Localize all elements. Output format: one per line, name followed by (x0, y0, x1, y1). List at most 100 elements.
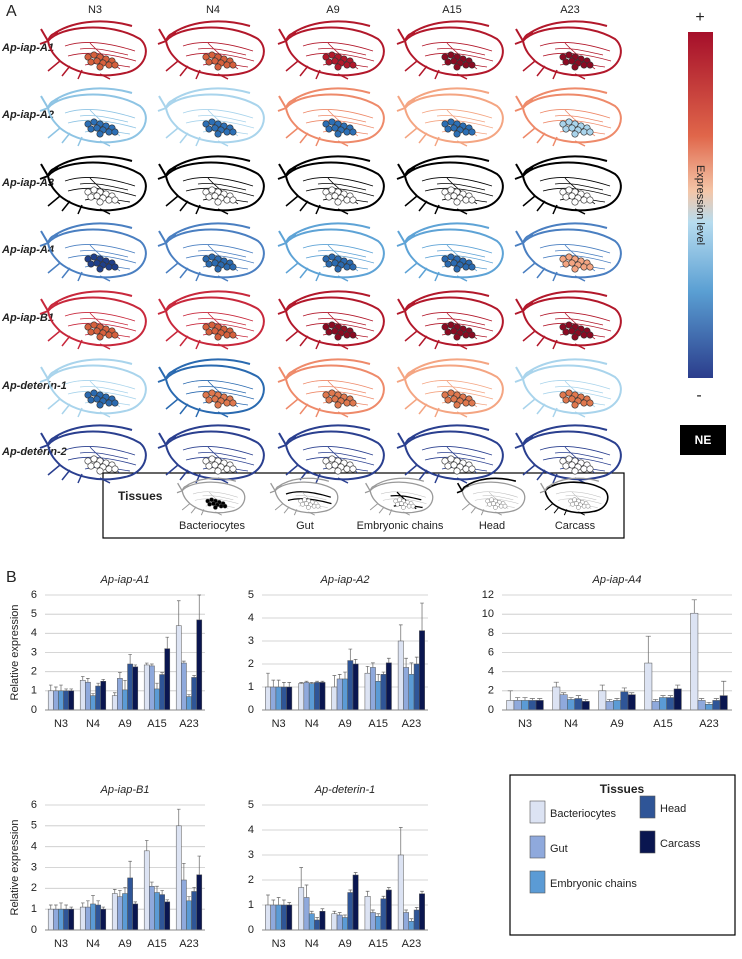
error-bar (128, 861, 132, 878)
aphid-bacteriocyte (563, 329, 569, 335)
aphid-bacteriocyte (106, 466, 112, 472)
aphid-head (40, 88, 132, 111)
error-bar (343, 915, 347, 918)
error-bar (81, 676, 85, 680)
aphid-bacteriocyte (329, 187, 335, 193)
x-tick-label: N4 (305, 718, 319, 730)
x-tick-label: A9 (118, 938, 131, 950)
aphid-illustration (158, 425, 264, 483)
aphid-head (365, 478, 424, 492)
bar (403, 667, 408, 710)
bar (122, 894, 127, 930)
aphid-bacteriocyte (329, 52, 335, 58)
error-bar (118, 673, 122, 679)
error-bar (86, 901, 90, 907)
error-bar (515, 698, 520, 701)
error-bar (197, 595, 201, 620)
bar (64, 909, 69, 930)
x-tick-label: A23 (402, 718, 422, 730)
bar (48, 909, 53, 930)
aphid-bacteriocyte (106, 62, 112, 68)
aphid-bacteriocyte (488, 502, 492, 506)
bar (386, 663, 391, 710)
bar (529, 700, 536, 710)
aphid-bacteriocyte (451, 58, 457, 64)
error-bar (187, 897, 191, 901)
aphid-illustration (397, 223, 503, 281)
y-tick-label: 4 (31, 627, 37, 639)
y-tick-label: 1 (31, 903, 37, 915)
aphid-bacteriocyte (448, 456, 454, 462)
bar (414, 664, 419, 710)
aphid-bacteriocyte (586, 504, 590, 508)
y-tick-label: 3 (31, 646, 37, 658)
aphid-bacteriocyte (230, 129, 236, 135)
error-bar (81, 903, 85, 907)
aphid-bacteriocyte (569, 58, 575, 64)
y-tick-label: 4 (248, 824, 254, 836)
bar (419, 894, 424, 930)
aphid-bacteriocyte (112, 129, 118, 135)
aphid-bacteriocyte (335, 468, 341, 474)
aphid-head (515, 291, 607, 314)
aphid-bacteriocyte (566, 187, 572, 193)
y-axis-label: Relative expression (9, 820, 21, 916)
aphid-bacteriocyte (572, 64, 578, 70)
aphid-illustration (397, 291, 503, 349)
error-bar (646, 636, 651, 663)
aphid-illustration (397, 21, 503, 79)
bar (160, 895, 165, 930)
aphid-bacteriocyte (463, 400, 469, 406)
error-bar (282, 900, 286, 905)
aphid-bacteriocyte (209, 456, 215, 462)
aphid-bacteriocyte (399, 502, 403, 506)
aphid-bacteriocyte (224, 332, 230, 338)
aphid-head (158, 88, 250, 111)
y-tick-label: 5 (248, 799, 254, 811)
aphid-illustration (158, 223, 264, 281)
aphid-head (278, 291, 370, 314)
aphid-bacteriocyte (215, 468, 221, 474)
aphid-bacteriocyte (469, 129, 475, 135)
aphid-illustration (40, 291, 146, 349)
bar (271, 905, 276, 930)
aphid-bacteriocyte (350, 197, 356, 203)
aphid-bacteriocyte (332, 193, 338, 199)
panel-label: A (6, 3, 17, 20)
error-bar (333, 676, 337, 688)
bar (309, 914, 314, 930)
aphid-bacteriocyte (326, 261, 332, 267)
aphid-bacteriocyte (212, 193, 218, 199)
bar (69, 691, 74, 710)
aphid-bacteriocyte (503, 504, 507, 508)
tissue-label: Carcass (555, 520, 596, 532)
aphid-bacteriocyte (451, 396, 457, 402)
bar (133, 904, 138, 930)
aphid-bacteriocyte (326, 59, 332, 65)
aphid-bacteriocyte (335, 334, 341, 340)
aphid-illustration (365, 478, 433, 515)
aphid-bacteriocyte (572, 468, 578, 474)
aphid-bacteriocyte (463, 197, 469, 203)
aphid-bacteriocyte (312, 504, 316, 508)
aphid-bacteriocyte (454, 131, 460, 137)
error-bar (354, 659, 358, 664)
bar (365, 673, 370, 710)
error-bar (165, 900, 169, 902)
aphid-illustration (515, 223, 621, 281)
aphid-bacteriocyte (332, 260, 338, 266)
error-bar (600, 685, 605, 691)
bar (353, 664, 358, 710)
aphid-head (40, 291, 132, 314)
error-bar (192, 887, 196, 891)
y-tick-label: 2 (248, 874, 254, 886)
aphid-bacteriocyte (350, 332, 356, 338)
error-bar (91, 896, 95, 904)
stage-label: N4 (206, 4, 220, 16)
aphid-bacteriocyte (224, 197, 230, 203)
y-tick-label: 0 (31, 924, 37, 936)
error-bar (376, 674, 380, 681)
aphid-bacteriocyte (490, 498, 494, 502)
x-tick-label: A23 (402, 938, 422, 950)
error-bar (420, 891, 424, 894)
